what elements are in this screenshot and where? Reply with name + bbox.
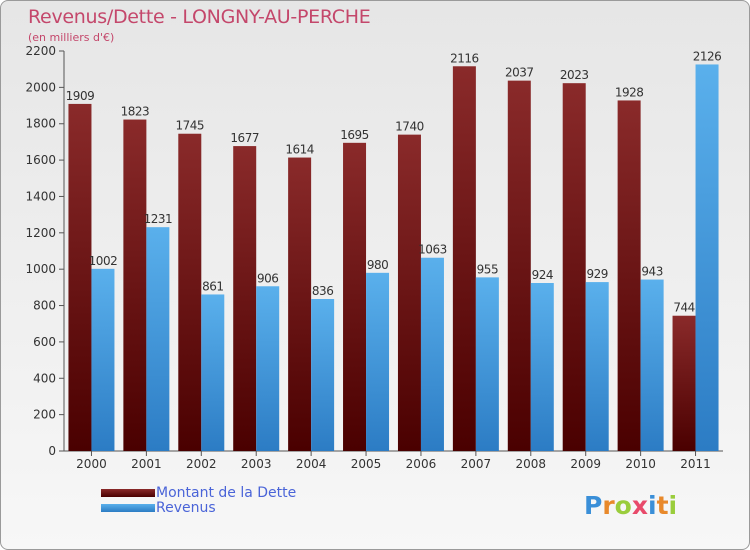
data-label-revenue-2005: 980 bbox=[367, 258, 388, 272]
bar-series-group bbox=[68, 64, 719, 452]
logo-letter: x bbox=[631, 491, 648, 520]
bar-revenue-2002 bbox=[201, 294, 225, 451]
proxiti-logo: Proxiti bbox=[584, 491, 677, 520]
data-label-revenue-2009: 929 bbox=[587, 267, 608, 281]
y-tick-label: 800 bbox=[33, 299, 56, 313]
x-tick-label: 2001 bbox=[131, 457, 162, 471]
data-label-debt-2008: 2037 bbox=[505, 66, 534, 80]
data-label-revenue-2002: 861 bbox=[202, 279, 223, 293]
data-label-debt-2002: 1745 bbox=[176, 119, 205, 133]
y-tick-label: 1000 bbox=[25, 262, 56, 276]
bar-revenue-2006 bbox=[420, 257, 444, 451]
bar-revenue-2008 bbox=[530, 283, 554, 451]
bar-debt-2007 bbox=[452, 66, 476, 451]
bar-debt-2003 bbox=[233, 146, 257, 451]
x-tick-label: 2007 bbox=[461, 457, 492, 471]
bar-revenue-2003 bbox=[256, 286, 280, 451]
data-label-debt-2000: 1909 bbox=[66, 89, 95, 103]
bar-revenue-2009 bbox=[585, 282, 609, 451]
data-label-debt-2007: 2116 bbox=[450, 51, 479, 65]
y-axis: 0 200 400 600 800 1000 1200 1400 1600 1800 2000 220… bbox=[25, 44, 65, 458]
bar-revenue-2011 bbox=[695, 64, 719, 452]
data-label-revenue-2003: 906 bbox=[257, 271, 278, 285]
y-tick-label: 1600 bbox=[25, 153, 56, 167]
logo-letter: P bbox=[584, 491, 603, 520]
data-label-debt-2004: 1614 bbox=[285, 143, 314, 157]
bar-revenue-2007 bbox=[475, 277, 499, 451]
bar-revenue-2004 bbox=[311, 299, 335, 451]
x-tick-label: 2003 bbox=[241, 457, 272, 471]
y-tick-label: 600 bbox=[33, 335, 56, 349]
x-tick-label: 2002 bbox=[186, 457, 217, 471]
data-labels-group: 1909 1002 1823 1231 1745 861 1677 906 1614 836 169… bbox=[66, 49, 722, 314]
bar-debt-2001 bbox=[123, 119, 147, 451]
y-tick-label: 1200 bbox=[25, 226, 56, 240]
y-tick-label: 400 bbox=[33, 371, 56, 385]
bar-revenue-2000 bbox=[91, 268, 115, 451]
data-label-revenue-2000: 1002 bbox=[89, 254, 118, 268]
x-tick-label: 2006 bbox=[406, 457, 437, 471]
legend-label-debt: Montant de la Dette bbox=[156, 485, 297, 501]
x-axis: 2000 2001 2002 2003 2004 2005 2006 2007 2008 2009… bbox=[64, 450, 723, 471]
bar-debt-2002 bbox=[178, 133, 202, 451]
bar-debt-2008 bbox=[507, 80, 531, 452]
y-tick-label: 1400 bbox=[25, 189, 56, 203]
bar-revenue-2001 bbox=[146, 227, 170, 451]
legend-label-revenue: Revenus bbox=[156, 500, 216, 516]
x-tick-label: 2000 bbox=[76, 457, 107, 471]
x-tick-label: 2010 bbox=[625, 457, 656, 471]
x-tick-label: 2008 bbox=[516, 457, 547, 471]
x-tick-label: 2009 bbox=[570, 457, 601, 471]
data-label-debt-2006: 1740 bbox=[395, 120, 424, 134]
bar-debt-2011 bbox=[672, 315, 696, 451]
bar-debt-2006 bbox=[397, 134, 421, 452]
y-tick-label: 1800 bbox=[25, 117, 56, 131]
data-label-revenue-2008: 924 bbox=[532, 268, 553, 282]
logo-letter: o bbox=[614, 491, 632, 520]
logo-letter: i bbox=[648, 491, 657, 520]
data-label-debt-2005: 1695 bbox=[340, 128, 369, 142]
data-label-revenue-2007: 955 bbox=[477, 262, 498, 276]
data-label-debt-2009: 2023 bbox=[560, 68, 589, 82]
y-tick-label: 2000 bbox=[25, 80, 56, 94]
bar-debt-2005 bbox=[343, 142, 367, 451]
data-label-revenue-2011: 2126 bbox=[693, 49, 722, 63]
logo-letter: i bbox=[668, 491, 678, 520]
chart-title: Revenus/Dette - LONGNY-AU-PERCHE bbox=[28, 6, 371, 28]
data-label-revenue-2004: 836 bbox=[312, 284, 333, 298]
logo-letter: t bbox=[656, 491, 669, 520]
bar-revenue-2005 bbox=[366, 272, 390, 451]
bar-debt-2004 bbox=[288, 157, 312, 451]
x-tick-label: 2004 bbox=[296, 457, 327, 471]
data-label-revenue-2010: 943 bbox=[641, 265, 662, 279]
data-label-revenue-2001: 1231 bbox=[144, 212, 173, 226]
data-label-debt-2003: 1677 bbox=[230, 131, 259, 145]
data-label-debt-2010: 1928 bbox=[615, 85, 644, 99]
x-tick-label: 2005 bbox=[351, 457, 382, 471]
bar-debt-2009 bbox=[562, 83, 586, 451]
data-label-debt-2011: 744 bbox=[673, 301, 694, 315]
y-tick-label: 0 bbox=[48, 444, 56, 458]
data-label-debt-2001: 1823 bbox=[121, 105, 150, 119]
data-label-revenue-2006: 1063 bbox=[418, 243, 447, 257]
bar-revenue-2010 bbox=[640, 279, 664, 451]
bar-debt-2010 bbox=[617, 100, 641, 452]
bar-debt-2000 bbox=[68, 103, 92, 451]
chart-subtitle: (en milliers d'€) bbox=[28, 31, 115, 44]
y-tick-label: 200 bbox=[33, 408, 56, 422]
legend-swatch-revenue bbox=[101, 504, 155, 512]
x-tick-label: 2011 bbox=[680, 457, 711, 471]
legend-swatch-debt bbox=[101, 489, 155, 497]
logo-letter: r bbox=[602, 491, 615, 520]
y-tick-label: 2200 bbox=[25, 44, 56, 58]
